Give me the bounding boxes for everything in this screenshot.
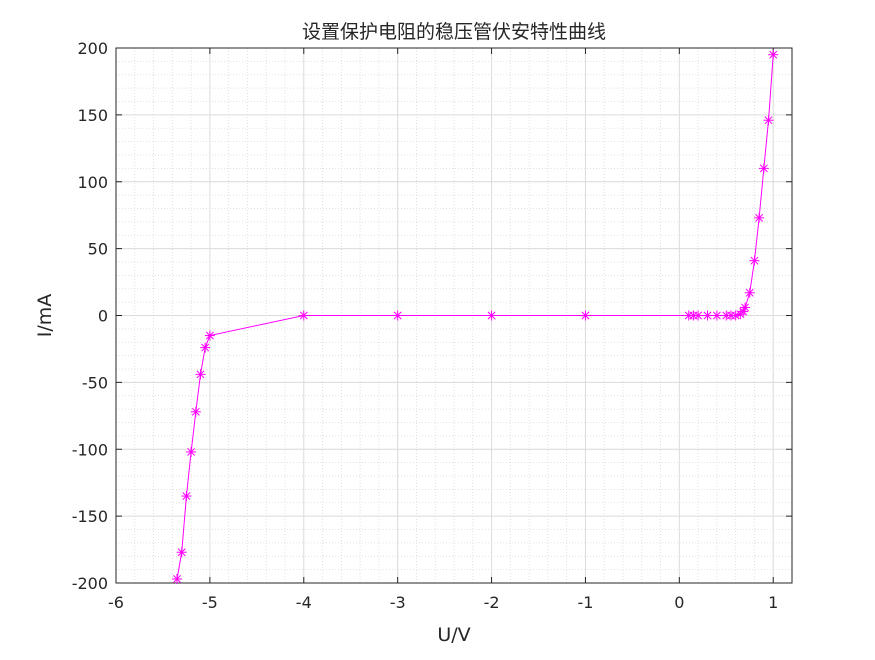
x-tick-label: -3 (390, 593, 406, 612)
data-point (768, 49, 779, 60)
y-tick-label: 150 (77, 106, 108, 125)
y-tick-label: 50 (88, 240, 108, 259)
y-tick-label: 200 (77, 39, 108, 58)
data-point (298, 310, 309, 321)
x-tick-label: 1 (768, 593, 778, 612)
series (172, 49, 779, 584)
data-point (580, 310, 591, 321)
y-tick-label: -200 (72, 574, 108, 593)
data-point (392, 310, 403, 321)
axis-ticks: -6 -5 -4 -3 -2 -1 0 1 -200 -150 -100 -50 0 50 100 150 20… (72, 39, 792, 612)
y-axis-label: I/mA (34, 294, 56, 338)
data-point (738, 306, 749, 317)
data-point (486, 310, 497, 321)
data-point (740, 302, 751, 313)
x-tick-label: -1 (577, 593, 593, 612)
data-point (744, 287, 755, 298)
data-point (181, 491, 192, 502)
data-point (754, 212, 765, 223)
x-tick-label: -6 (108, 593, 124, 612)
data-point (693, 310, 704, 321)
y-tick-label: 100 (77, 173, 108, 192)
x-axis-label: U/V (437, 624, 470, 646)
data-point (195, 369, 206, 380)
x-tick-label: 0 (674, 593, 684, 612)
data-point (204, 330, 215, 341)
data-point (702, 310, 713, 321)
x-tick-label: -5 (202, 593, 218, 612)
y-tick-label: -100 (72, 440, 108, 459)
chart-title: 设置保护电阻的稳压管伏安特性曲线 (302, 21, 606, 43)
data-point (758, 163, 769, 174)
x-tick-label: -4 (296, 593, 312, 612)
data-point (176, 547, 187, 558)
series-line (176, 54, 774, 580)
data-point (200, 342, 211, 353)
y-tick-label: 0 (98, 307, 108, 326)
data-point (749, 255, 760, 266)
data-point (190, 406, 201, 417)
data-point (763, 115, 774, 126)
data-point (711, 310, 722, 321)
data-point (730, 310, 741, 321)
x-tick-label: -2 (484, 593, 500, 612)
y-tick-label: -150 (72, 507, 108, 526)
data-point (186, 446, 197, 457)
data-point (172, 573, 183, 584)
y-tick-label: -50 (82, 373, 108, 392)
